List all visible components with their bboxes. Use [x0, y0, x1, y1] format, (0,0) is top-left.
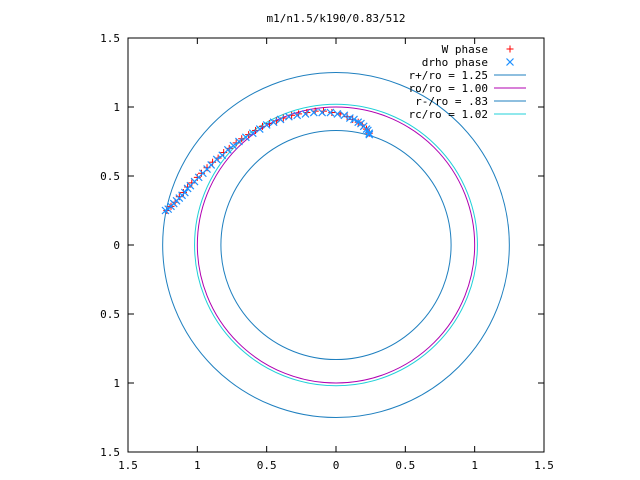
legend-label: r-/ro = .83 — [415, 95, 488, 108]
point-0-29 — [343, 113, 351, 121]
legend-entry-circle-1: ro/ro = 1.00 — [409, 82, 526, 95]
point-1-31 — [326, 108, 335, 117]
point-0-3 — [175, 193, 183, 201]
point-0-7 — [193, 173, 201, 181]
legend-label: rc/ro = 1.02 — [409, 108, 488, 121]
point-1-33 — [340, 111, 349, 120]
ticks-layer: 1.5 1 0.5 0 0.5 1 1.51.510.500.511.5 — [100, 32, 554, 472]
point-1-23 — [262, 121, 271, 129]
legend-entry-series-1: drho phase — [422, 56, 514, 69]
legend-label: drho phase — [422, 56, 488, 69]
y-tick-label-2: 0.5 — [100, 308, 120, 321]
legend-entry-series-0: W phase — [442, 43, 514, 56]
point-0-12 — [220, 149, 228, 157]
point-1-22 — [255, 125, 264, 134]
point-0-4 — [179, 189, 187, 197]
point-1-24 — [269, 118, 278, 127]
point-0-10 — [209, 158, 217, 166]
point-0-21 — [279, 114, 287, 122]
point-1-26 — [284, 112, 293, 121]
point-1-35 — [350, 115, 358, 124]
point-0-9 — [203, 164, 211, 172]
x-tick-label-4: 0.5 — [395, 459, 415, 472]
point-1-21 — [248, 129, 257, 138]
x-tick-label-0: 1.5 — [118, 459, 138, 472]
point-0-27 — [328, 109, 336, 117]
circle-1 — [196, 106, 476, 384]
point-1-32 — [333, 109, 342, 118]
legend-entry-circle-0: r+/ro = 1.25 — [409, 69, 526, 82]
legend-marker — [506, 45, 514, 53]
legend-entry-circle-2: r-/ro = .83 — [415, 95, 526, 108]
legend-label: ro/ro = 1.00 — [409, 82, 488, 95]
point-1-15 — [212, 155, 221, 164]
x-tick-label-5: 1 — [471, 459, 478, 472]
point-1-19 — [235, 137, 243, 146]
point-1-18 — [229, 141, 238, 150]
x-tick-label-3: 0 — [333, 459, 340, 472]
point-1-41 — [365, 129, 374, 138]
point-0-6 — [188, 179, 196, 187]
y-tick-label-1: 1 — [113, 377, 120, 390]
y-tick-label-5: 1 — [113, 101, 120, 114]
legend-label: W phase — [442, 43, 488, 56]
point-1-28 — [301, 109, 310, 118]
point-1-42 — [365, 130, 374, 139]
point-1-20 — [241, 133, 250, 142]
point-1-30 — [318, 108, 327, 117]
legend-marker — [506, 58, 514, 66]
legend-entry-circle-3: rc/ro = 1.02 — [409, 108, 526, 121]
point-1-25 — [276, 115, 285, 124]
point-1-34 — [345, 114, 354, 122]
x-tick-label-1: 1 — [194, 459, 201, 472]
point-1-17 — [223, 145, 232, 154]
circle-3 — [194, 103, 478, 387]
point-1-7 — [180, 188, 189, 197]
point-1-29 — [309, 108, 318, 117]
y-tick-label-6: 1.5 — [100, 32, 120, 45]
y-tick-label-3: 0 — [113, 239, 120, 252]
circle-2 — [220, 129, 452, 361]
x-tick-label-2: 0.5 — [257, 459, 277, 472]
x-tick-label-6: 1.5 — [534, 459, 554, 472]
y-tick-label-0: 1.5 — [100, 446, 120, 459]
y-tick-label-4: 0.5 — [100, 170, 120, 183]
chart-title: m1/n1.5/k190/0.83/512 — [266, 12, 405, 25]
point-1-27 — [293, 111, 302, 120]
points-layer — [161, 107, 374, 215]
circles-layer — [162, 72, 510, 418]
legend-label: r+/ro = 1.25 — [409, 69, 488, 82]
point-0-22 — [288, 111, 296, 119]
circle-0 — [162, 72, 510, 418]
point-0-8 — [197, 169, 205, 177]
